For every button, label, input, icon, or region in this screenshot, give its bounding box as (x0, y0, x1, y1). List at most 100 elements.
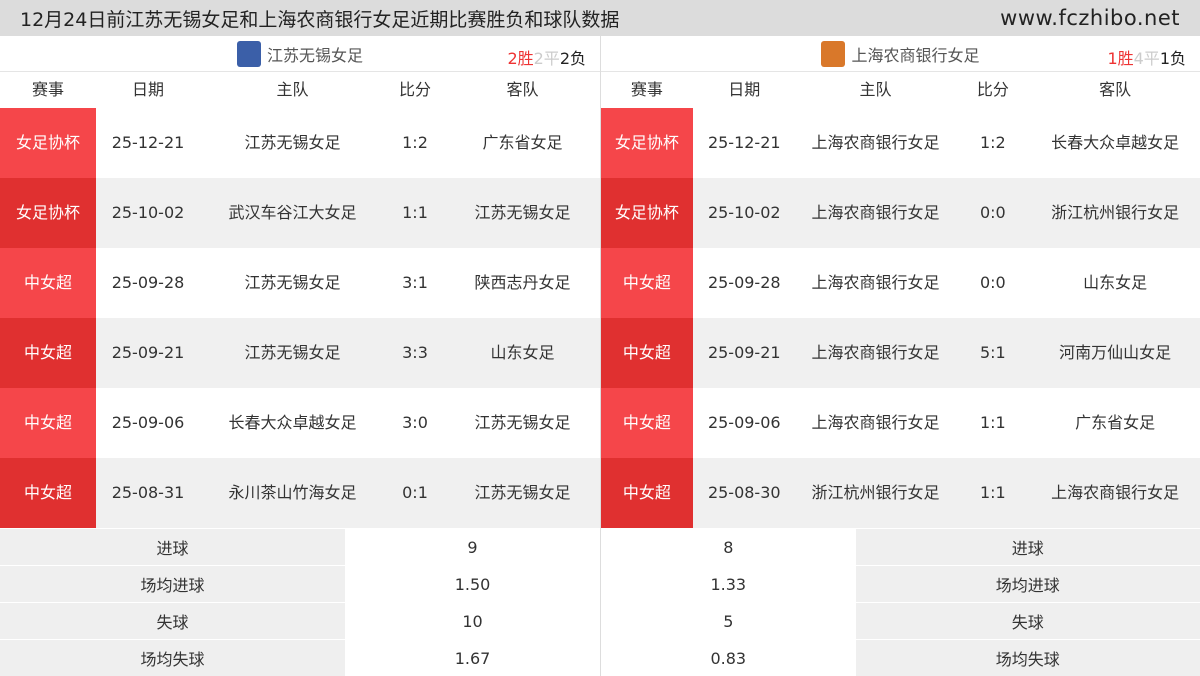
column-header: 主队 (859, 80, 892, 99)
team-record: 1胜4平1负 (1107, 45, 1186, 69)
column-header: 赛事 (630, 80, 663, 99)
score-cell: 3:3 (402, 343, 428, 362)
stat-row: 失球 10 (0, 602, 600, 639)
table-row: 中女超 25-08-31 永川茶山竹海女足 0:1 江苏无锡女足 (0, 458, 600, 528)
league-cell: 中女超 (601, 248, 693, 318)
home-team-cell[interactable]: 永川茶山竹海女足 (228, 483, 357, 502)
team-name[interactable]: 上海农商银行女足 (851, 45, 980, 65)
away-team-cell[interactable]: 长春大众卓越女足 (1051, 133, 1180, 152)
stat-value: 10 (345, 603, 600, 639)
losses: 1负 (1159, 49, 1186, 68)
table-row: 中女超 25-09-28 上海农商银行女足 0:0 山东女足 (601, 248, 1200, 318)
home-team-cell[interactable]: 江苏无锡女足 (244, 343, 341, 362)
away-team-cell[interactable]: 江苏无锡女足 (474, 413, 571, 432)
page-title: 12月24日前江苏无锡女足和上海农商银行女足近期比赛胜负和球队数据 (20, 8, 620, 31)
column-header: 日期 (728, 80, 761, 99)
wins: 2胜 (507, 49, 534, 68)
table-row: 中女超 25-09-21 上海农商银行女足 5:1 河南万仙山女足 (601, 318, 1200, 388)
draws: 4平 (1133, 49, 1160, 68)
stat-value: 8 (601, 529, 856, 565)
stat-row: 5 失球 (601, 602, 1200, 639)
stat-label: 失球 (0, 603, 345, 639)
home-team-cell[interactable]: 江苏无锡女足 (244, 273, 341, 292)
stat-label: 场均进球 (855, 566, 1200, 602)
losses: 2负 (559, 49, 586, 68)
home-team-cell[interactable]: 上海农商银行女足 (811, 273, 940, 292)
score-cell: 0:0 (979, 273, 1006, 292)
league-cell: 中女超 (0, 248, 96, 318)
home-team-cell[interactable]: 武汉车谷江大女足 (228, 203, 357, 222)
league-cell: 中女超 (601, 458, 693, 528)
stat-row: 1.33 场均进球 (601, 565, 1200, 602)
column-header: 客队 (506, 80, 539, 99)
date-cell: 25-09-06 (111, 413, 185, 432)
away-team-cell[interactable]: 广东省女足 (1075, 413, 1156, 432)
away-team-cell[interactable]: 山东女足 (1083, 273, 1148, 292)
score-cell: 3:0 (402, 413, 428, 432)
stat-value: 1.33 (601, 566, 856, 602)
home-team-cell[interactable]: 长春大众卓越女足 (228, 413, 357, 432)
date-cell: 25-12-21 (707, 133, 781, 152)
stat-value: 5 (601, 603, 856, 639)
column-header: 客队 (1099, 80, 1132, 99)
stats-table: 进球 9 场均进球 1.50 失球 10 场均失球 1.67 (0, 528, 600, 676)
column-header: 日期 (131, 80, 164, 99)
home-team-cell[interactable]: 浙江杭州银行女足 (811, 483, 940, 502)
stat-value: 9 (345, 529, 600, 565)
score-cell: 0:1 (402, 483, 428, 502)
stat-row: 场均进球 1.50 (0, 565, 600, 602)
table-row: 中女超 25-09-06 上海农商银行女足 1:1 广东省女足 (601, 388, 1200, 458)
date-cell: 25-09-28 (707, 273, 781, 292)
league-cell: 女足协杯 (0, 178, 96, 248)
date-cell: 25-10-02 (111, 203, 185, 222)
score-cell: 3:1 (402, 273, 428, 292)
team-record: 2胜2平2负 (507, 45, 586, 69)
stat-label: 场均失球 (855, 640, 1200, 676)
home-team-cell[interactable]: 上海农商银行女足 (811, 343, 940, 362)
date-cell: 25-08-30 (707, 483, 781, 502)
score-cell: 1:2 (979, 133, 1006, 152)
column-header: 比分 (398, 80, 431, 99)
away-team-cell[interactable]: 江苏无锡女足 (474, 203, 571, 222)
stat-label: 失球 (855, 603, 1200, 639)
stat-value: 1.67 (345, 640, 600, 676)
table-row: 女足协杯 25-10-02 上海农商银行女足 0:0 浙江杭州银行女足 (601, 178, 1200, 248)
home-team-cell[interactable]: 上海农商银行女足 (811, 203, 940, 222)
team-logo (821, 40, 846, 67)
score-cell: 1:1 (402, 203, 428, 222)
home-team-cell[interactable]: 上海农商银行女足 (811, 133, 940, 152)
table-header: 赛事 日期 主队 比分 客队 (0, 72, 600, 108)
away-team-cell[interactable]: 上海农商银行女足 (1051, 483, 1180, 502)
team-name[interactable]: 江苏无锡女足 (266, 45, 363, 65)
table-header: 赛事 日期 主队 比分 客队 (601, 72, 1200, 108)
draws: 2平 (533, 49, 560, 68)
stat-row: 场均失球 1.67 (0, 639, 600, 676)
away-team-cell[interactable]: 陕西志丹女足 (474, 273, 571, 292)
away-team-cell[interactable]: 广东省女足 (482, 133, 563, 152)
team-panel: 江苏无锡女足 2胜2平2负 赛事 日期 主队 比分 客队 女足协杯 25-12-21 江苏无锡… (0, 36, 600, 676)
table-row: 女足协杯 25-12-21 江苏无锡女足 1:2 广东省女足 (0, 108, 600, 178)
home-team-cell[interactable]: 上海农商银行女足 (811, 413, 940, 432)
title-bar: 12月24日前江苏无锡女足和上海农商银行女足近期比赛胜负和球队数据 www.fc… (0, 0, 1200, 36)
league-cell: 中女超 (601, 318, 693, 388)
league-cell: 女足协杯 (0, 108, 96, 178)
table-row: 中女超 25-09-21 江苏无锡女足 3:3 山东女足 (0, 318, 600, 388)
date-cell: 25-09-28 (111, 273, 185, 292)
stat-label: 进球 (0, 529, 345, 565)
away-team-cell[interactable]: 河南万仙山女足 (1059, 343, 1172, 362)
stat-value: 1.50 (345, 566, 600, 602)
away-team-cell[interactable]: 山东女足 (490, 343, 555, 362)
site-url[interactable]: www.fczhibo.net (1000, 6, 1180, 30)
score-cell: 1:2 (402, 133, 428, 152)
league-cell: 中女超 (0, 318, 96, 388)
team-header: 江苏无锡女足 2胜2平2负 (0, 36, 600, 72)
stat-label: 场均失球 (0, 640, 345, 676)
league-cell: 中女超 (601, 388, 693, 458)
date-cell: 25-09-21 (111, 343, 185, 362)
away-team-cell[interactable]: 浙江杭州银行女足 (1051, 203, 1180, 222)
date-cell: 25-09-21 (707, 343, 781, 362)
stat-label: 进球 (855, 529, 1200, 565)
home-team-cell[interactable]: 江苏无锡女足 (244, 133, 341, 152)
away-team-cell[interactable]: 江苏无锡女足 (474, 483, 571, 502)
league-cell: 女足协杯 (601, 108, 693, 178)
